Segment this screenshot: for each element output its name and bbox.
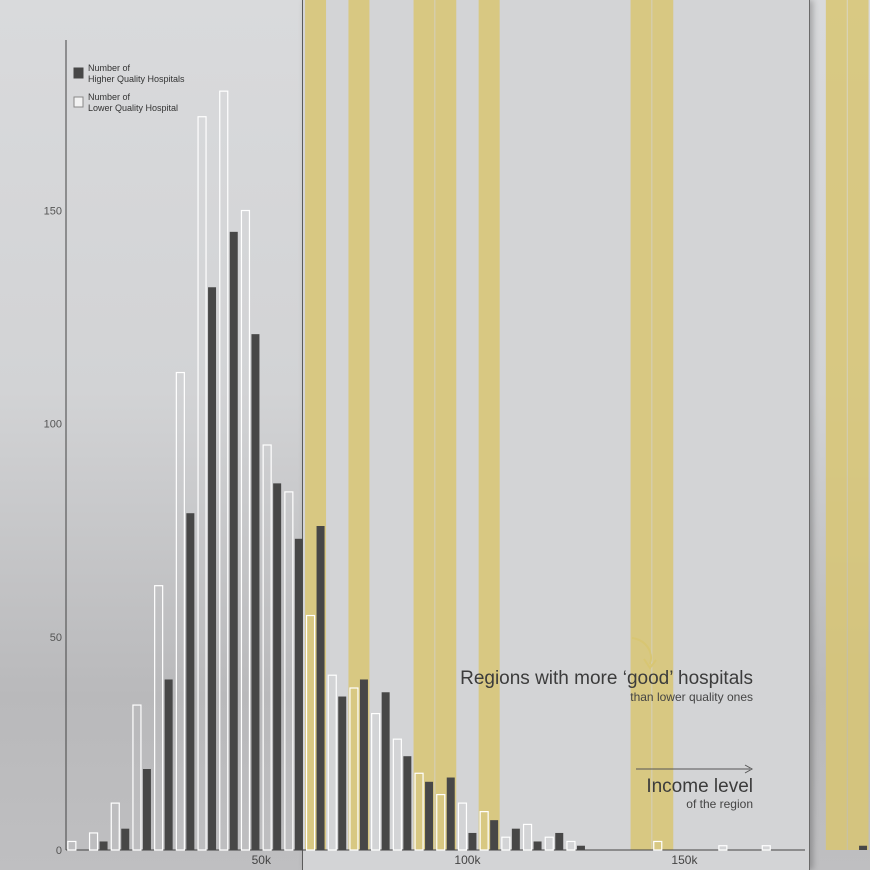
- highlight-band: [435, 0, 457, 850]
- legend-swatch-lower: [73, 96, 84, 108]
- bar-lower-quality: [479, 811, 489, 851]
- bar-higher-quality: [576, 845, 585, 850]
- bar-higher-quality: [142, 769, 151, 850]
- bar-higher-quality: [338, 696, 347, 850]
- income-sublabel: of the region: [686, 797, 753, 811]
- highlight-band: [348, 0, 370, 850]
- bar-lower-quality: [175, 371, 185, 851]
- bar-higher-quality: [859, 845, 868, 850]
- bar-higher-quality: [164, 679, 173, 850]
- y-tick-label: 150: [44, 206, 62, 218]
- bar-lower-quality: [240, 209, 251, 851]
- bar-higher-quality: [99, 841, 108, 850]
- highlight-band: [825, 0, 847, 850]
- bar-higher-quality: [490, 820, 499, 850]
- bar-lower-quality: [501, 836, 511, 851]
- legend-label-higher-1: Number of: [88, 63, 131, 73]
- bar-higher-quality: [273, 483, 282, 850]
- bar-lower-quality: [436, 793, 446, 851]
- bar-lower-quality: [761, 845, 771, 851]
- highlight-band: [847, 0, 869, 850]
- bar-lower-quality: [284, 491, 294, 851]
- x-tick-label: 50k: [252, 853, 272, 867]
- bar-lower-quality: [371, 712, 381, 851]
- bar-lower-quality: [219, 90, 229, 851]
- bar-lower-quality: [457, 802, 468, 851]
- annotation-good-regions: Regions with more ‘good’ hospitals than …: [460, 637, 753, 704]
- bar-higher-quality: [403, 756, 412, 850]
- bar-higher-quality: [468, 832, 477, 850]
- highlight-band: [478, 0, 500, 850]
- bar-lower-quality: [718, 845, 728, 851]
- bar-higher-quality: [186, 513, 195, 850]
- bar-lower-quality: [653, 840, 663, 851]
- legend: Number of Higher Quality Hospitals Numbe…: [73, 63, 185, 113]
- bar-lower-quality: [414, 772, 424, 851]
- bar-higher-quality: [446, 777, 455, 850]
- bar-lower-quality: [349, 687, 359, 851]
- highlight-band: [413, 0, 435, 850]
- curved-arrow-head-icon: [643, 658, 657, 670]
- bar-lower-quality: [522, 823, 533, 851]
- bar-lower-quality: [544, 836, 554, 851]
- bars: [67, 90, 868, 851]
- bar-lower-quality: [262, 444, 272, 851]
- bar-higher-quality: [294, 538, 303, 850]
- bar-higher-quality: [555, 832, 564, 850]
- bar-higher-quality: [121, 828, 130, 850]
- legend-label-higher-2: Higher Quality Hospitals: [88, 74, 185, 84]
- bar-higher-quality: [229, 231, 238, 850]
- bar-lower-quality: [132, 704, 142, 851]
- bar-higher-quality: [208, 287, 217, 850]
- good-regions-sublabel: than lower quality ones: [630, 690, 753, 704]
- highlight-band: [630, 0, 652, 850]
- tick-labels: 0 50 100 150 50k 100k 150k: [44, 206, 699, 867]
- highlight-band: [652, 0, 674, 850]
- income-label: Income level: [646, 776, 753, 797]
- curved-arrow-icon: [631, 637, 652, 665]
- x-tick-label: 100k: [454, 853, 481, 867]
- legend-label-lower-2: Lower Quality Hospital: [88, 103, 178, 113]
- bar-lower-quality: [392, 738, 402, 851]
- legend-swatch-higher: [73, 67, 84, 79]
- bar-higher-quality: [511, 828, 520, 850]
- bar-lower-quality: [88, 832, 99, 851]
- bar-lower-quality: [327, 674, 337, 851]
- bar-higher-quality: [381, 692, 390, 850]
- bar-higher-quality: [251, 334, 260, 850]
- bar-lower-quality: [154, 585, 164, 851]
- bar-higher-quality: [359, 679, 368, 850]
- bar-lower-quality: [566, 840, 576, 851]
- annotation-income: Income level of the region: [636, 764, 754, 811]
- bar-lower-quality: [110, 802, 120, 851]
- bar-higher-quality: [425, 781, 434, 850]
- income-arrow-icon: [744, 764, 754, 774]
- bar-lower-quality: [197, 116, 207, 851]
- bar-higher-quality: [533, 841, 542, 850]
- y-tick-label: 50: [50, 632, 62, 644]
- y-tick-label: 100: [44, 419, 62, 431]
- good-regions-label: Regions with more ‘good’ hospitals: [460, 668, 753, 689]
- bar-lower-quality: [305, 614, 316, 851]
- legend-label-lower-1: Number of: [88, 92, 131, 102]
- bar-lower-quality: [67, 840, 77, 851]
- y-tick-label: 0: [56, 845, 62, 857]
- bar-higher-quality: [316, 526, 325, 850]
- x-tick-label: 150k: [671, 853, 698, 867]
